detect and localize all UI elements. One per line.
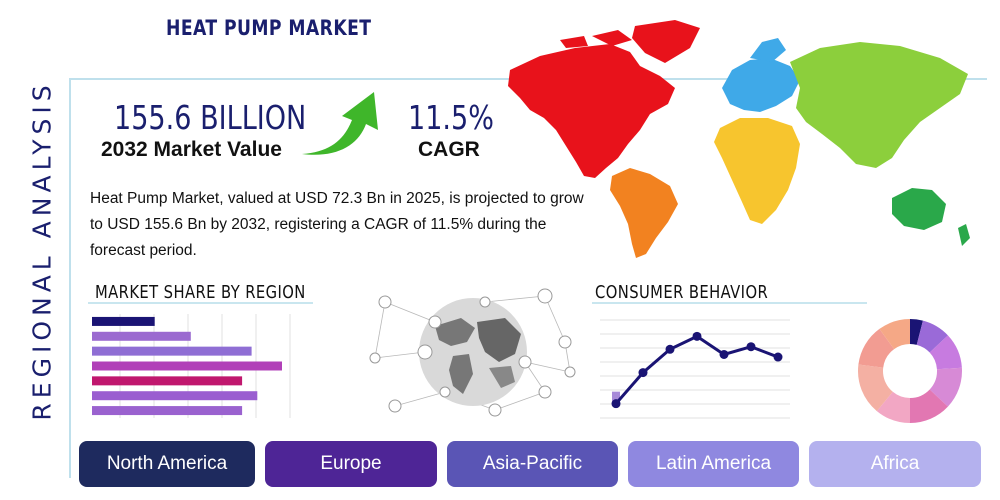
consumer-behavior-donut-chart	[858, 319, 962, 423]
map-europe	[722, 58, 800, 112]
bar	[92, 391, 258, 401]
market-description: Heat Pump Market, valued at USD 72.3 Bn …	[90, 190, 584, 259]
map-asia	[790, 42, 968, 168]
donut-slice	[929, 367, 962, 407]
donut-slice	[876, 391, 910, 423]
donut-slice	[916, 320, 948, 353]
map-greenland	[632, 20, 700, 63]
market-share-rule	[88, 302, 313, 304]
cagr-value: 11.5%	[408, 98, 494, 137]
market-share-bar-chart	[92, 314, 291, 418]
side-title: REGIONAL ANALYSIS	[22, 80, 62, 420]
line-start-marker	[612, 391, 620, 404]
donut-slice	[858, 328, 895, 368]
line-point	[746, 342, 756, 352]
world-map	[508, 20, 970, 258]
donut-slice	[910, 389, 948, 423]
donut-slice	[910, 319, 923, 345]
tab-north-america[interactable]: North America	[79, 441, 255, 487]
map-australia	[892, 188, 946, 230]
bar	[92, 406, 243, 416]
line-point	[773, 352, 783, 362]
map-south-america	[610, 168, 678, 258]
bar	[92, 346, 252, 356]
market-value: 155.6 BILLION	[114, 98, 307, 137]
map-north-america-islands	[560, 30, 632, 48]
bar	[92, 316, 155, 326]
map-africa	[714, 118, 800, 224]
tab-africa[interactable]: Africa	[809, 441, 981, 487]
page-title: HEAT PUMP MARKET	[166, 16, 372, 40]
market-value-label: 2032 Market Value	[101, 138, 282, 161]
tab-latin-america[interactable]: Latin America	[628, 441, 799, 487]
consumer-behavior-title: CONSUMER BEHAVIOR	[595, 282, 769, 303]
market-share-title: MARKET SHARE BY REGION	[95, 282, 306, 303]
line-point	[692, 331, 702, 341]
line-point	[638, 368, 648, 378]
map-new-zealand	[958, 224, 970, 246]
map-scandinavia	[750, 38, 786, 62]
donut-slice	[858, 364, 893, 412]
map-north-america	[508, 44, 675, 178]
bar	[92, 361, 282, 371]
side-title-text: REGIONAL ANALYSIS	[27, 79, 57, 421]
bar	[92, 331, 191, 341]
line-point	[719, 349, 729, 359]
line-point	[611, 399, 621, 409]
globe-network-illustration	[369, 288, 576, 417]
cagr-label: CAGR	[418, 138, 480, 161]
tab-europe[interactable]: Europe	[265, 441, 437, 487]
line-point	[665, 344, 675, 354]
donut-slice	[929, 335, 962, 370]
growth-arrow-icon	[302, 92, 378, 155]
donut-slice	[879, 319, 910, 350]
consumer-behavior-rule	[592, 302, 867, 304]
tab-asia-pacific[interactable]: Asia-Pacific	[447, 441, 618, 487]
bar	[92, 376, 243, 386]
consumer-behavior-line-chart	[600, 319, 790, 419]
